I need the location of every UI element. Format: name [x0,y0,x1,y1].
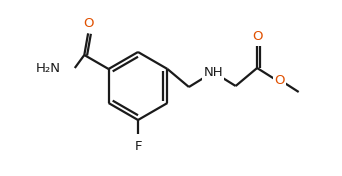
Text: F: F [134,140,142,153]
Text: O: O [252,30,262,43]
Text: H₂N: H₂N [36,61,61,74]
Text: NH: NH [203,67,223,80]
Text: O: O [83,17,93,30]
Text: O: O [274,74,285,87]
